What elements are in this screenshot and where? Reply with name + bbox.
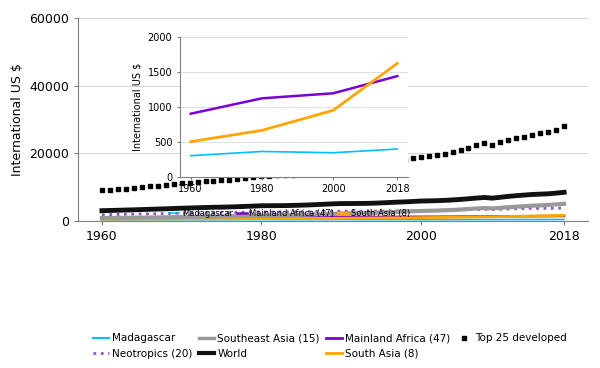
Legend: Madagascar, Mainland Africa (47), South Asia (8): Madagascar, Mainland Africa (47), South … [166,206,413,222]
Legend: Madagascar, Neotropics (20), Southeast Asia (15), World, Mainland Africa (47), S: Madagascar, Neotropics (20), Southeast A… [89,329,571,363]
Y-axis label: International US $: International US $ [11,63,23,176]
Y-axis label: International US $: International US $ [132,63,142,151]
